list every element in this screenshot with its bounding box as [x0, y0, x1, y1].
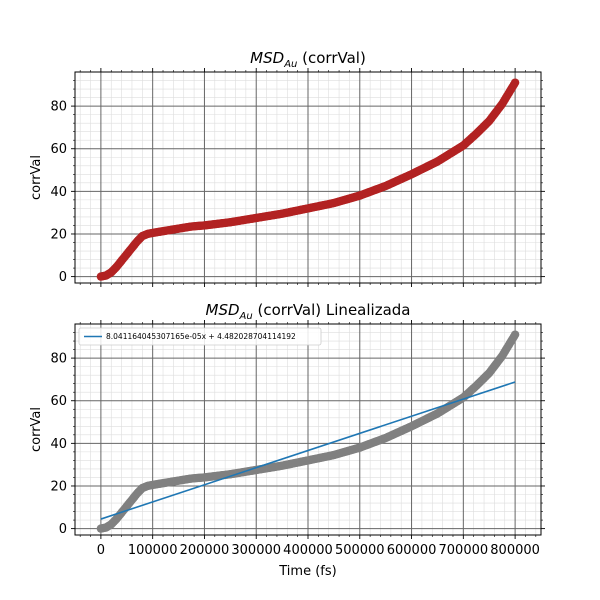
chart-title: MSDAu (corrVal): [250, 49, 366, 70]
chart-msd-corrval: 0 20 40 60 80 MSDAu (corrVal) corrVal: [29, 49, 545, 287]
chart-msd-corrval-linealizada: 0 100000 200000 300000 400000 500000 600000 700…: [29, 301, 545, 579]
chart-title: MSDAu (corrVal) Linealizada: [206, 301, 411, 322]
x-tick-label: 0: [97, 543, 105, 558]
y-tick-label: 20: [50, 479, 67, 494]
y-tick-label: 0: [59, 522, 67, 537]
x-tick-label: 600000: [387, 543, 437, 558]
data-points: [96, 330, 520, 533]
data-point: [510, 78, 520, 87]
fit-line: [100, 381, 516, 520]
y-tick-label: 60: [50, 394, 67, 409]
y-tick-label: 0: [59, 270, 67, 285]
fit-line-layer: [100, 381, 516, 520]
legend: 8.041164045307165e-05x + 4.4820287041141…: [78, 327, 322, 346]
x-tick-label: 800000: [490, 543, 540, 558]
x-tick-label: 400000: [283, 543, 333, 558]
y-tick-label: 20: [50, 227, 67, 242]
title-rest: (corrVal): [297, 49, 365, 67]
y-axis-label: corrVal: [29, 407, 44, 452]
legend-entry-fit: 8.041164045307165e-05x + 4.4820287041141…: [106, 332, 296, 341]
y-tick-label: 80: [50, 352, 67, 367]
title-main: MSD: [206, 301, 240, 319]
y-tick-label: 60: [50, 142, 67, 157]
axis-ticks: 0 20 40 60 80: [50, 68, 545, 287]
data-point: [510, 330, 520, 339]
y-tick-label: 80: [50, 100, 67, 115]
x-tick-label: 700000: [439, 543, 489, 558]
y-tick-label: 40: [50, 437, 67, 452]
title-rest: (corrVal) Linealizada: [253, 301, 411, 319]
legend-box: [78, 327, 322, 346]
x-axis-label: Time (fs): [278, 564, 336, 579]
x-tick-label: 200000: [180, 543, 230, 558]
axis-ticks: 0 100000 200000 300000 400000 500000 600000 700…: [50, 320, 545, 558]
title-subscript: Au: [283, 59, 297, 70]
title-subscript: Au: [239, 311, 253, 322]
x-tick-label: 500000: [335, 543, 385, 558]
x-tick-label: 100000: [128, 543, 178, 558]
y-tick-label: 40: [50, 185, 67, 200]
x-tick-label: 300000: [231, 543, 281, 558]
y-axis-label: corrVal: [29, 155, 44, 200]
data-points: [96, 78, 520, 281]
title-main: MSD: [250, 49, 284, 67]
